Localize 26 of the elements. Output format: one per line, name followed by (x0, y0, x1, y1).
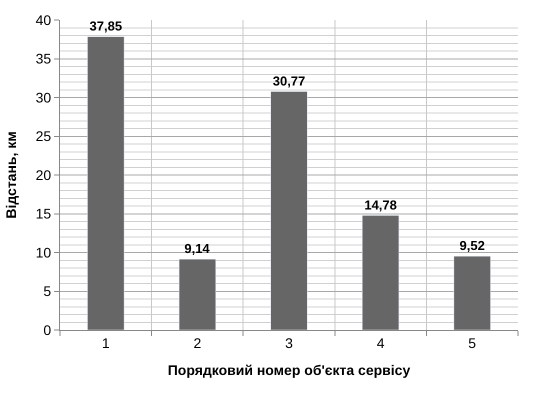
bar (178, 258, 216, 330)
y-tick-label: 40 (36, 12, 52, 28)
data-label: 9,52 (460, 238, 485, 254)
y-tick-label: 10 (36, 244, 52, 260)
bar (87, 36, 124, 330)
data-label: 30,77 (272, 74, 306, 89)
x-axis-title: Порядковий номер об'єкта сервісу (168, 362, 410, 378)
y-tick-label: 15 (36, 206, 52, 222)
data-label: 14,78 (364, 197, 397, 212)
y-tick-label: 25 (36, 128, 52, 144)
x-tick-label: 1 (102, 334, 110, 351)
x-tick-label: 4 (376, 334, 385, 351)
x-tick-label: 2 (194, 334, 202, 351)
y-tick-label: 30 (36, 89, 52, 106)
data-label: 37,85 (90, 18, 122, 34)
bar (362, 215, 400, 330)
data-label: 9,14 (184, 241, 210, 256)
y-tick-label: 20 (36, 166, 52, 183)
x-tick-label: 5 (468, 334, 476, 351)
bar (270, 91, 308, 330)
y-tick-label: 0 (43, 322, 52, 338)
y-axis-title: Відстань, км (3, 131, 20, 219)
y-tick-label: 5 (43, 283, 52, 300)
bar (454, 256, 491, 330)
y-tick-label: 35 (36, 50, 52, 67)
x-tick-label: 3 (285, 334, 294, 351)
